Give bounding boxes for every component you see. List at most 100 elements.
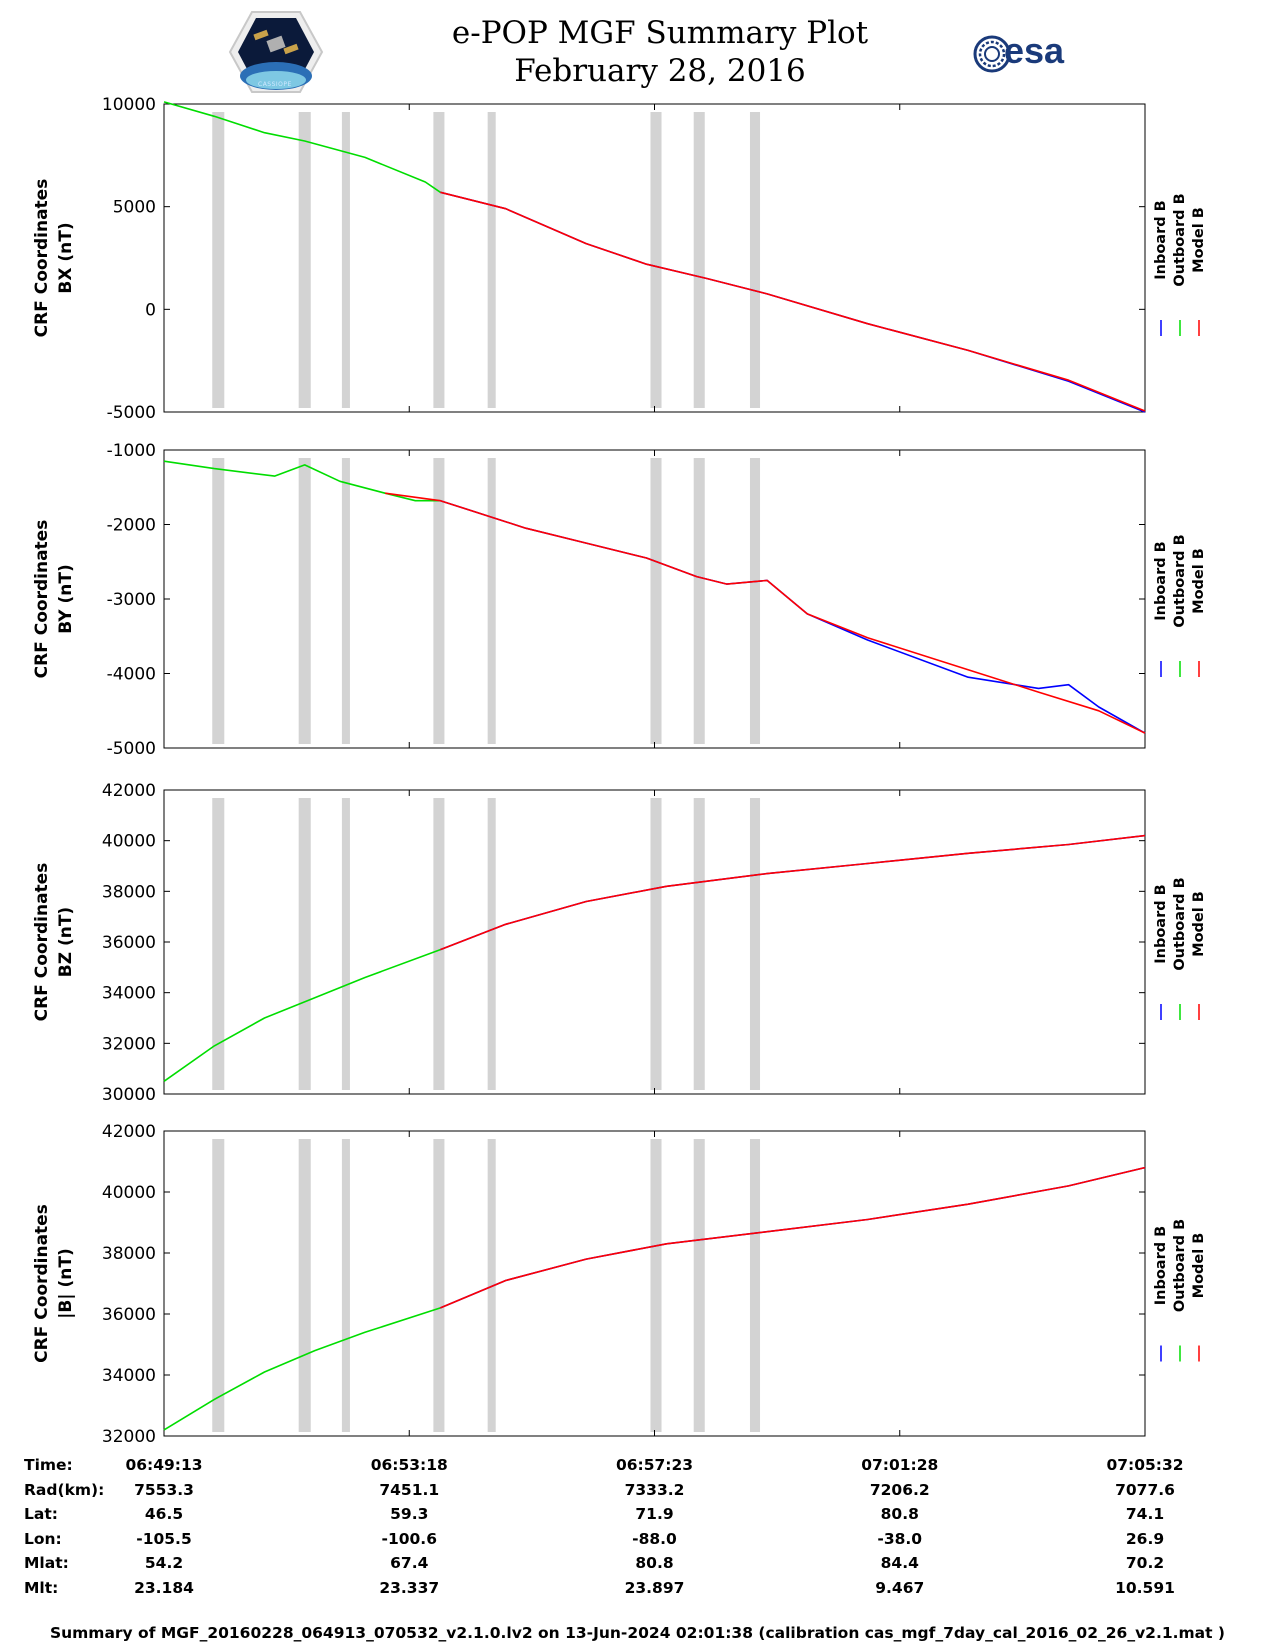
y-tick-label: 42000 xyxy=(102,1122,156,1142)
data-gap-band xyxy=(212,112,225,408)
legend-entry: Inboard B xyxy=(1153,884,1169,963)
info-cell: 23.184 xyxy=(134,1578,194,1597)
data-gap-band xyxy=(487,458,496,744)
y-tick-label: -3000 xyxy=(107,590,156,610)
series-line-model-b xyxy=(440,1166,1146,1309)
info-row-label: Lon: xyxy=(24,1529,62,1548)
y-tick-label: 5000 xyxy=(113,198,156,218)
cassiope-logo: CASSIOPE xyxy=(228,10,324,94)
y-axis-label: CRF Coordinates xyxy=(32,863,52,1022)
y-axis-label: CRF Coordinates xyxy=(32,1204,52,1363)
y-tick-label: 38000 xyxy=(102,882,156,902)
info-cell: 26.9 xyxy=(1125,1529,1165,1548)
info-cell: -88.0 xyxy=(632,1529,677,1548)
orbit-info-table: Time: Rad(km): Lat: Lon: Mlat: Mlt: 06:49:13 75… xyxy=(0,1456,1275,1616)
footer-note: Summary of MGF_20160228_064913_070532_v2… xyxy=(49,1624,1226,1642)
data-gap-band xyxy=(433,798,445,1090)
y-tick-label: 36000 xyxy=(102,1305,156,1325)
y-tick-label: -5000 xyxy=(107,403,156,423)
series-line-outboard-b xyxy=(163,101,441,193)
data-gap-band xyxy=(433,458,445,744)
data-gap-band xyxy=(212,458,225,744)
legend-entry: Model B xyxy=(1191,891,1207,957)
data-gap-band xyxy=(298,1139,311,1432)
series-line-model-b xyxy=(440,834,1146,951)
y-tick-label: 36000 xyxy=(102,933,156,953)
y-tick-label: -1000 xyxy=(107,441,156,461)
series-line-inboard-b xyxy=(440,834,1146,951)
y-tick-label: -5000 xyxy=(107,739,156,759)
series-line-inboard-b xyxy=(440,1166,1146,1309)
info-cell: 54.2 xyxy=(144,1554,184,1572)
data-gap-band xyxy=(693,798,705,1090)
series-line-model-b xyxy=(440,191,1146,412)
data-gap-band xyxy=(433,1139,445,1432)
y-tick-label: 0 xyxy=(145,300,156,320)
data-gap-band xyxy=(487,1139,496,1432)
title-block: e-POP MGF Summary Plot February 28, 2016 xyxy=(380,14,940,90)
info-cell: 84.4 xyxy=(880,1554,919,1572)
data-gap-band xyxy=(298,112,311,408)
page-title: e-POP MGF Summary Plot xyxy=(451,15,869,51)
y-tick-label: 32000 xyxy=(102,1034,156,1054)
info-cell: 70.2 xyxy=(1125,1554,1165,1572)
data-gap-band xyxy=(212,1139,225,1432)
info-cell: 80.8 xyxy=(880,1505,919,1523)
data-gap-band xyxy=(650,798,662,1090)
info-row-label: Time: xyxy=(24,1456,73,1474)
legend-entry: Outboard B xyxy=(1172,193,1188,286)
data-gap-band xyxy=(650,1139,662,1432)
legend-entry: Inboard B xyxy=(1153,541,1169,620)
data-gap-band xyxy=(650,458,662,744)
data-gap-band xyxy=(341,798,350,1090)
legend-entry: Model B xyxy=(1191,548,1207,614)
info-cell: -100.6 xyxy=(381,1529,437,1548)
legend-entry: Outboard B xyxy=(1172,877,1188,970)
y-tick-label: 10000 xyxy=(102,95,156,115)
series-line-outboard-b xyxy=(163,948,441,1082)
data-gap-band xyxy=(693,112,705,408)
info-cell: 06:53:18 xyxy=(370,1456,448,1474)
info-cell: 46.5 xyxy=(144,1505,184,1523)
y-tick-label: 42000 xyxy=(102,781,156,801)
data-gap-band xyxy=(487,798,496,1090)
header: CASSIOPE e-POP MGF Summary Plot February… xyxy=(0,0,1275,100)
y-axis-label: CRF Coordinates xyxy=(32,520,52,679)
y-tick-label: 40000 xyxy=(102,832,156,852)
info-cell: 7553.3 xyxy=(134,1480,194,1499)
info-cell: 71.9 xyxy=(635,1505,674,1523)
info-cell: 7333.2 xyxy=(624,1480,685,1499)
legend-entry: Outboard B xyxy=(1172,1219,1188,1312)
info-cell: 80.8 xyxy=(635,1554,674,1572)
y-tick-label: 40000 xyxy=(102,1183,156,1203)
y-tick-label: 34000 xyxy=(102,984,156,1004)
y-tick-label: 38000 xyxy=(102,1244,156,1264)
series-line-model-b xyxy=(384,492,1146,734)
info-cell: 07:01:28 xyxy=(861,1456,939,1474)
info-cell: -38.0 xyxy=(877,1529,923,1548)
y-tick-label: 34000 xyxy=(102,1366,156,1386)
y-axis-label: CRF Coordinates xyxy=(32,179,52,338)
data-gap-band xyxy=(298,458,311,744)
legend-entry: Outboard B xyxy=(1172,534,1188,627)
y-axis-label: BZ (nT) xyxy=(56,907,76,977)
y-tick-label: 32000 xyxy=(102,1427,156,1447)
data-gap-band xyxy=(433,112,445,408)
data-gap-band xyxy=(749,798,761,1090)
data-gap-band xyxy=(693,458,705,744)
data-gap-band xyxy=(487,112,496,408)
info-cell: 74.1 xyxy=(1125,1505,1165,1523)
y-tick-label: -4000 xyxy=(107,665,156,685)
info-cell: 23.897 xyxy=(624,1578,685,1597)
data-gap-band xyxy=(650,112,662,408)
info-cell: 9.467 xyxy=(875,1578,925,1597)
esa-logo-text: esa xyxy=(1004,30,1065,71)
info-cell: 06:49:13 xyxy=(125,1456,203,1474)
data-gap-band xyxy=(341,112,350,408)
y-tick-label: 30000 xyxy=(102,1085,156,1105)
data-gap-band xyxy=(341,458,350,744)
data-gap-band xyxy=(749,1139,761,1432)
data-gap-band xyxy=(693,1139,705,1432)
y-axis-label: BX (nT) xyxy=(56,222,76,293)
